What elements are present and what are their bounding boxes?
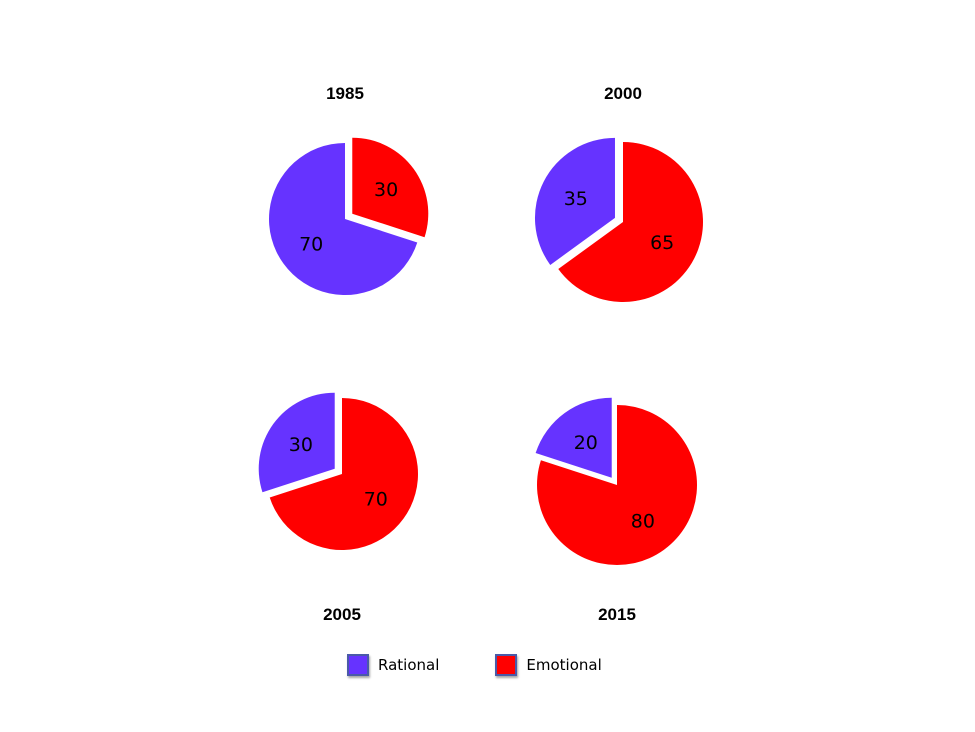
legend-label-rational: Rational — [378, 656, 440, 674]
pie-2000: 65 35 2000 — [534, 84, 704, 302]
legend-swatch-rational — [347, 654, 369, 676]
slice-label-2005-rational: 30 — [289, 434, 313, 456]
chart-legend: Rational Emotional — [347, 654, 602, 676]
slice-2000-emotional — [558, 142, 704, 302]
slice-1985-rational — [269, 143, 418, 295]
slice-2005-rational — [258, 392, 335, 493]
slice-2015-rational — [535, 397, 612, 478]
legend-item-emotional: Emotional — [495, 654, 602, 676]
pie-2005: 70 30 2005 — [258, 392, 418, 624]
slice-2000-rational — [534, 137, 615, 265]
legend-swatch-emotional — [495, 654, 518, 676]
slice-label-1985-rational: 70 — [299, 234, 323, 256]
slice-label-2000-emotional: 65 — [650, 232, 674, 254]
pie-title-2005: 2005 — [323, 605, 361, 624]
pie-title-2000: 2000 — [604, 84, 642, 103]
slice-label-1985-emotional: 30 — [374, 179, 398, 201]
slice-label-2015-rational: 20 — [574, 432, 598, 454]
legend-label-emotional: Emotional — [526, 656, 602, 674]
slice-2015-emotional — [537, 405, 698, 565]
pie-1985: 30 70 1985 — [269, 84, 429, 295]
pie-title-1985: 1985 — [326, 84, 364, 103]
slice-1985-emotional — [352, 137, 429, 238]
pie-2015: 80 20 2015 — [535, 397, 698, 624]
slice-label-2015-emotional: 80 — [631, 511, 655, 533]
legend-item-rational: Rational — [347, 654, 439, 676]
slice-label-2005-emotional: 70 — [364, 489, 388, 511]
slice-label-2000-rational: 35 — [564, 188, 588, 210]
slice-2005-emotional — [269, 398, 418, 550]
pie-title-2015: 2015 — [598, 605, 636, 624]
